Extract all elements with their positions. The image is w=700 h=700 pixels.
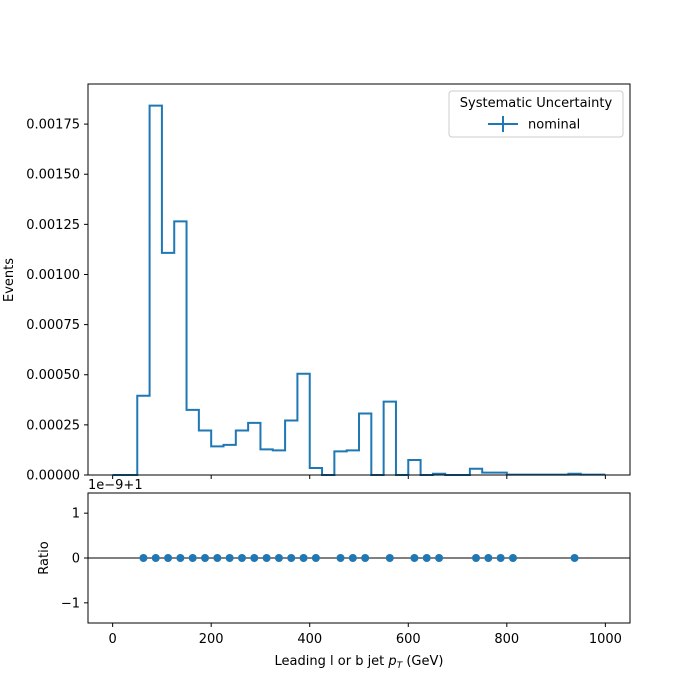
ratio-x-tick-label: 0 [108, 632, 116, 647]
ratio-points [139, 554, 579, 562]
ratio-point [201, 554, 210, 562]
main-y-tick-label: 0.00125 [26, 218, 80, 233]
ratio-point [508, 554, 517, 562]
ratio-point [188, 554, 197, 562]
ratio-y-axis-ticks: −1 0 1 [61, 507, 88, 611]
main-y-tick-label: 0.00025 [26, 418, 80, 433]
nominal-histogram-step [112, 104, 606, 476]
ratio-point [484, 554, 493, 562]
x-axis-label-prefix: Leading l or b jet [275, 654, 389, 669]
ratio-point [213, 554, 222, 562]
ratio-x-tick-label: 800 [494, 632, 519, 647]
main-y-tick-label: 0.00000 [26, 469, 80, 484]
x-axis-label-suffix: (GeV) [402, 654, 443, 669]
x-axis-label: Leading l or b jet pT (GeV) [275, 654, 444, 671]
ratio-point [435, 554, 444, 562]
ratio-x-tick-label: 200 [199, 632, 224, 647]
ratio-point [139, 554, 148, 562]
ratio-point [410, 554, 419, 562]
main-axes-frame [87, 83, 631, 476]
main-y-tick-label: 0.00100 [26, 268, 80, 283]
ratio-point [299, 554, 308, 562]
legend-title: Systematic Uncertainty [460, 96, 613, 111]
legend-entry-nominal: nominal [528, 118, 580, 133]
ratio-offset-text: 1e−9+1 [88, 478, 143, 493]
ratio-point [262, 554, 271, 562]
ratio-panel: −1 0 1 0 200 400 600 800 1000 1e−9+1 Ratio Lead… [37, 478, 631, 671]
ratio-point [176, 554, 185, 562]
ratio-point [311, 554, 320, 562]
ratio-y-axis-label: Ratio [37, 541, 52, 574]
ratio-point [164, 554, 173, 562]
ratio-x-tick-label: 1000 [589, 632, 622, 647]
main-y-axis-label: Events [2, 258, 17, 302]
ratio-point [336, 554, 345, 562]
ratio-point [496, 554, 505, 562]
ratio-x-axis-ticks: 0 200 400 600 800 1000 [108, 623, 622, 647]
ratio-x-tick-label: 400 [297, 632, 322, 647]
ratio-x-tick-label: 600 [396, 632, 421, 647]
ratio-y-tick-label: 0 [72, 552, 80, 567]
ratio-point [422, 554, 431, 562]
ratio-point [237, 554, 246, 562]
ratio-axes-frame [87, 492, 631, 624]
ratio-point [274, 554, 283, 562]
ratio-point [348, 554, 357, 562]
ratio-point [250, 554, 259, 562]
ratio-point [570, 554, 579, 562]
main-y-tick-label: 0.00050 [26, 368, 80, 383]
ratio-y-tick-label: −1 [61, 596, 80, 611]
main-y-tick-label: 0.00075 [26, 318, 80, 333]
ratio-y-tick-label: 1 [72, 507, 80, 522]
legend-box [448, 90, 624, 138]
ratio-point [151, 554, 160, 562]
main-y-tick-label: 0.00175 [26, 118, 80, 133]
main-y-tick-label: 0.00150 [26, 168, 80, 183]
ratio-point [225, 554, 234, 562]
x-axis-label-subscript: T [397, 661, 404, 671]
main-y-axis-ticks: 0.00000 0.00025 0.00050 0.00075 0.00100 0.001… [26, 118, 88, 484]
ratio-point [287, 554, 296, 562]
ratio-point [472, 554, 481, 562]
ratio-point [361, 554, 370, 562]
main-panel: 0.00000 0.00025 0.00050 0.00075 0.00100 0.001… [2, 83, 631, 484]
ratio-point [385, 554, 394, 562]
x-axis-label-math: p [387, 654, 396, 669]
legend: Systematic Uncertainty nominal [448, 90, 624, 138]
